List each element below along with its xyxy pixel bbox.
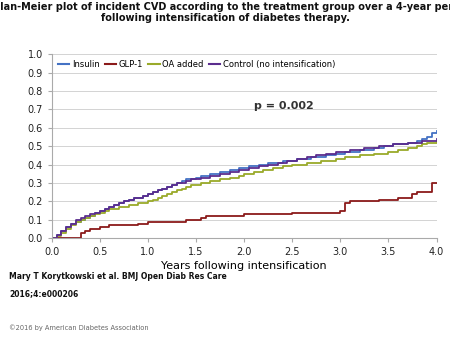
- Text: p = 0.002: p = 0.002: [254, 101, 314, 111]
- Text: Kaplan-Meier plot of incident CVD according to the treatment group over a 4-year: Kaplan-Meier plot of incident CVD accord…: [0, 2, 450, 23]
- Legend: Insulin, GLP-1, OA added, Control (no intensification): Insulin, GLP-1, OA added, Control (no in…: [56, 58, 337, 71]
- Text: 2016;4:e000206: 2016;4:e000206: [9, 289, 78, 298]
- X-axis label: Years following intensification: Years following intensification: [161, 262, 327, 271]
- Text: Open
Diabetes
Research
& Care: Open Diabetes Research & Care: [381, 273, 420, 317]
- Text: ©2016 by American Diabetes Association: ©2016 by American Diabetes Association: [9, 324, 148, 331]
- Text: Mary T Korytkowski et al. BMJ Open Diab Res Care: Mary T Korytkowski et al. BMJ Open Diab …: [9, 272, 227, 281]
